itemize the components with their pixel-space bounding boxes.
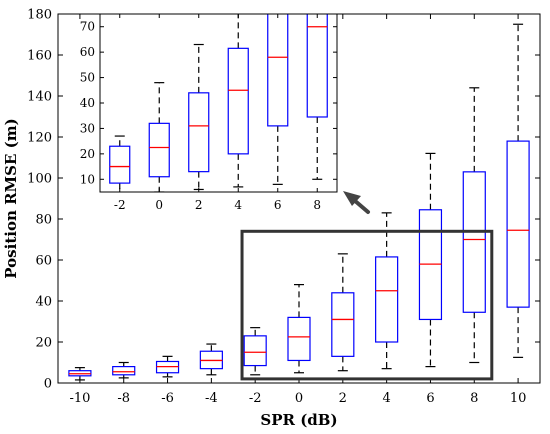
inset-y-tick-label: 60 [80,45,95,59]
y-tick-label: 160 [27,49,52,64]
box-plot-item [506,23,530,358]
box-iqr [331,292,355,357]
inset-y-tick-label: 40 [80,96,95,110]
box-plot-item [331,253,355,372]
box-plot-item [188,43,210,191]
inset-x-tick-label: -2 [114,198,126,212]
y-tick-label: 120 [27,131,52,146]
box-plot-item [267,14,289,185]
inset-y-tick-label: 30 [80,121,95,135]
box-plot-item [112,361,136,379]
y-axis-title: Position RMSE (m) [2,118,20,278]
x-axis-title: SPR (dB) [260,411,337,429]
box-plot-item [418,152,443,368]
inset-y-axis: 10 20 30 40 50 60 70 [80,20,337,186]
y-tick-label: 180 [27,8,52,23]
highlight-region-box [240,229,494,381]
y-tick-label: 60 [35,254,52,269]
arrow-shaft [352,198,370,214]
x-tick-label: -6 [161,391,174,406]
box-plot-item [148,82,170,192]
box-plot-item [243,327,267,376]
main-box-series [68,23,530,381]
inset-x-axis: -2 0 2 4 6 8 [114,14,321,212]
box-iqr [306,14,328,118]
zoom-arrow-icon [343,191,370,214]
arrow-head [343,191,361,206]
y-tick-label: 20 [35,336,52,351]
box-iqr [506,140,530,308]
box-plot-item [306,14,328,180]
x-tick-label: 0 [295,391,303,406]
box-iqr [188,92,210,173]
box-plot-item [375,212,399,370]
inset-y-tick-label: 50 [80,71,95,85]
y-tick-label: 0 [44,377,52,392]
box-iqr [375,256,399,343]
x-tick-label: -4 [205,391,218,406]
box-iqr [109,145,131,184]
box-iqr [287,316,311,362]
x-tick-label: 4 [382,391,390,406]
y-tick-label: 80 [35,213,52,228]
box-plot-item [287,284,311,374]
box-plot-item [155,355,180,378]
x-tick-label: 10 [510,391,527,406]
y-tick-label: 40 [35,295,52,310]
box-iqr [267,14,289,127]
inset-y-tick-label: 10 [80,172,95,186]
inset-y-tick-label: 70 [80,20,95,34]
inset-y-tick-label: 20 [80,147,95,161]
inset-x-tick-label: 4 [234,198,242,212]
box-plot-item [462,87,486,364]
x-tick-label: 8 [470,391,478,406]
main-x-axis: -10 -8 -6 -4 -2 0 2 4 6 8 10 [69,14,526,406]
box-iqr [462,171,486,313]
box-plot-item [227,14,249,188]
box-iqr [148,122,170,178]
x-tick-label: -2 [249,391,262,406]
box-iqr [243,335,267,367]
inset-x-tick-label: 8 [313,198,321,212]
inset-x-tick-label: 2 [195,198,203,212]
inset-box-series [109,14,328,192]
box-plot-item [109,135,131,192]
inset-plot-background [100,14,337,192]
x-tick-label: -10 [69,391,90,406]
inset-x-tick-label: 0 [155,198,163,212]
x-tick-label: -8 [117,391,130,406]
inset-x-tick-label: 6 [274,198,282,212]
y-tick-label: 100 [27,172,52,187]
box-iqr [227,47,249,155]
box-iqr [112,366,136,376]
x-tick-label: 2 [339,391,347,406]
box-plot-item [68,367,92,381]
box-plot-item [199,343,223,376]
x-tick-label: 6 [426,391,434,406]
y-tick-label: 140 [27,90,52,105]
